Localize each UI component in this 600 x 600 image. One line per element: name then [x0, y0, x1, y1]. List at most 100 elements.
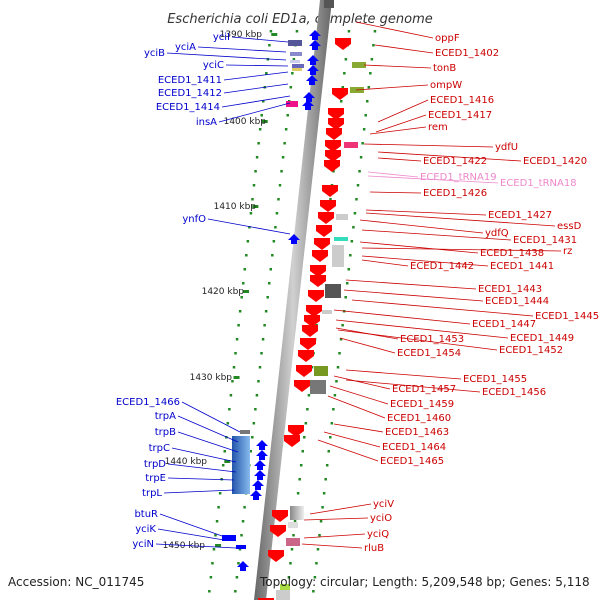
track-dot: [298, 478, 301, 481]
track-dot: [356, 184, 360, 187]
feature-block: [240, 430, 250, 434]
track-dot: [291, 72, 294, 75]
track-dot: [349, 254, 352, 257]
gene-label-eced1_1454: ECED1_1454: [397, 348, 461, 359]
track-dot: [359, 156, 363, 159]
reverse-gene-arrow: [322, 185, 338, 197]
tick-label: 1400 kbp: [224, 117, 267, 127]
leader-line: [377, 99, 429, 123]
leader-line: [333, 309, 471, 325]
feature-block: [232, 436, 250, 494]
gene-label-oppf: oppF: [435, 33, 460, 44]
leader-line: [361, 255, 489, 267]
gene-label-eced1_1464: ECED1_1464: [382, 442, 446, 453]
track-dot: [264, 310, 268, 313]
track-dot: [275, 212, 279, 215]
leader-line: [171, 447, 237, 463]
leader-line: [167, 463, 237, 473]
reverse-gene-arrow: [328, 108, 344, 120]
track-dot: [299, 464, 303, 467]
forward-gene-arrow: [250, 490, 262, 500]
gene-label-trpe: trpE: [145, 473, 166, 484]
track-dot: [339, 338, 343, 341]
track-dot: [211, 562, 214, 565]
leader-line: [345, 369, 462, 380]
track-dot: [372, 44, 375, 47]
track-dot: [238, 548, 242, 551]
reverse-gene-arrow: [332, 88, 348, 100]
track-dot: [295, 30, 299, 33]
leader-line: [337, 329, 498, 351]
track-dot: [228, 408, 231, 411]
map-title: Escherichia coli ED1a, complete genome: [167, 12, 433, 27]
tick-mark: [233, 376, 240, 379]
forward-gene-arrow: [307, 65, 319, 75]
tick-label: 1440 kbp: [165, 457, 208, 467]
leader-line: [369, 191, 422, 194]
leader-line: [167, 477, 235, 481]
feature-block: [334, 237, 348, 241]
leader-line: [377, 157, 422, 162]
track-dot: [281, 156, 285, 159]
gene-label-eced1_1457: ECED1_1457: [392, 384, 456, 395]
track-dot: [260, 114, 263, 117]
feature-block: [286, 101, 298, 107]
gene-label-ompw: ompW: [430, 80, 462, 91]
track-dot: [252, 184, 256, 187]
track-dot: [217, 506, 220, 509]
reverse-gene-arrow: [272, 510, 288, 522]
tick-label: 1450 kbp: [163, 541, 206, 551]
gene-label-eced1_1444: ECED1_1444: [485, 296, 549, 307]
reverse-gene-arrow: [335, 38, 351, 50]
feature-blocks: [222, 0, 366, 600]
feature-block: [314, 366, 328, 376]
reverse-gene-arrow: [304, 315, 320, 327]
leader-line: [361, 259, 409, 267]
feature-block: [324, 0, 334, 8]
gene-label-eced1_1449: ECED1_1449: [510, 333, 574, 344]
feature-block: [288, 40, 302, 46]
track-dot: [223, 450, 226, 453]
leader-line: [359, 219, 484, 234]
track-dot: [344, 296, 347, 299]
tick-mark: [261, 120, 268, 123]
reverse-gene-arrow: [318, 212, 334, 224]
gene-label-ydfu: ydfU: [495, 142, 518, 153]
feature-block: [344, 142, 358, 148]
leader-line: [231, 36, 289, 43]
track-dot: [262, 100, 265, 103]
leader-line: [327, 395, 386, 419]
leader-line: [365, 209, 487, 216]
track-dot: [303, 436, 306, 439]
leader-line: [157, 528, 225, 541]
leader-line: [317, 439, 379, 462]
track-dot: [234, 352, 237, 355]
track-dot: [361, 142, 364, 145]
leader-line: [181, 401, 241, 433]
gene-label-eced1_1416: ECED1_1416: [430, 95, 494, 106]
gene-label-eced1_1414: ECED1_1414: [156, 102, 220, 113]
leader-line: [339, 337, 396, 354]
reverse-gene-arrow: [268, 550, 284, 562]
gene-label-eced1_1453: ECED1_1453: [400, 334, 464, 345]
reverse-gene-arrow: [310, 275, 326, 287]
gene-label-trpc: trpC: [149, 443, 170, 454]
track-dot: [238, 310, 242, 313]
tick-mark: [271, 33, 278, 36]
track-dot: [267, 282, 271, 285]
track-dot: [229, 394, 233, 397]
gene-label-ycio: yciO: [370, 513, 392, 524]
forward-gene-arrow: [303, 92, 315, 102]
forward-gene-arrow: [288, 234, 300, 244]
forward-gene-arrow: [309, 40, 321, 50]
track-dot: [335, 380, 338, 383]
track-dot: [243, 506, 246, 509]
reverse-gene-arrow: [308, 290, 324, 302]
leader-line: [333, 423, 384, 433]
forward-gene-arrow: [306, 75, 318, 85]
track-dot: [312, 590, 315, 593]
track-dot: [209, 576, 213, 579]
track-dot: [341, 324, 344, 327]
track-dot: [263, 324, 266, 327]
feature-block: [332, 245, 344, 267]
